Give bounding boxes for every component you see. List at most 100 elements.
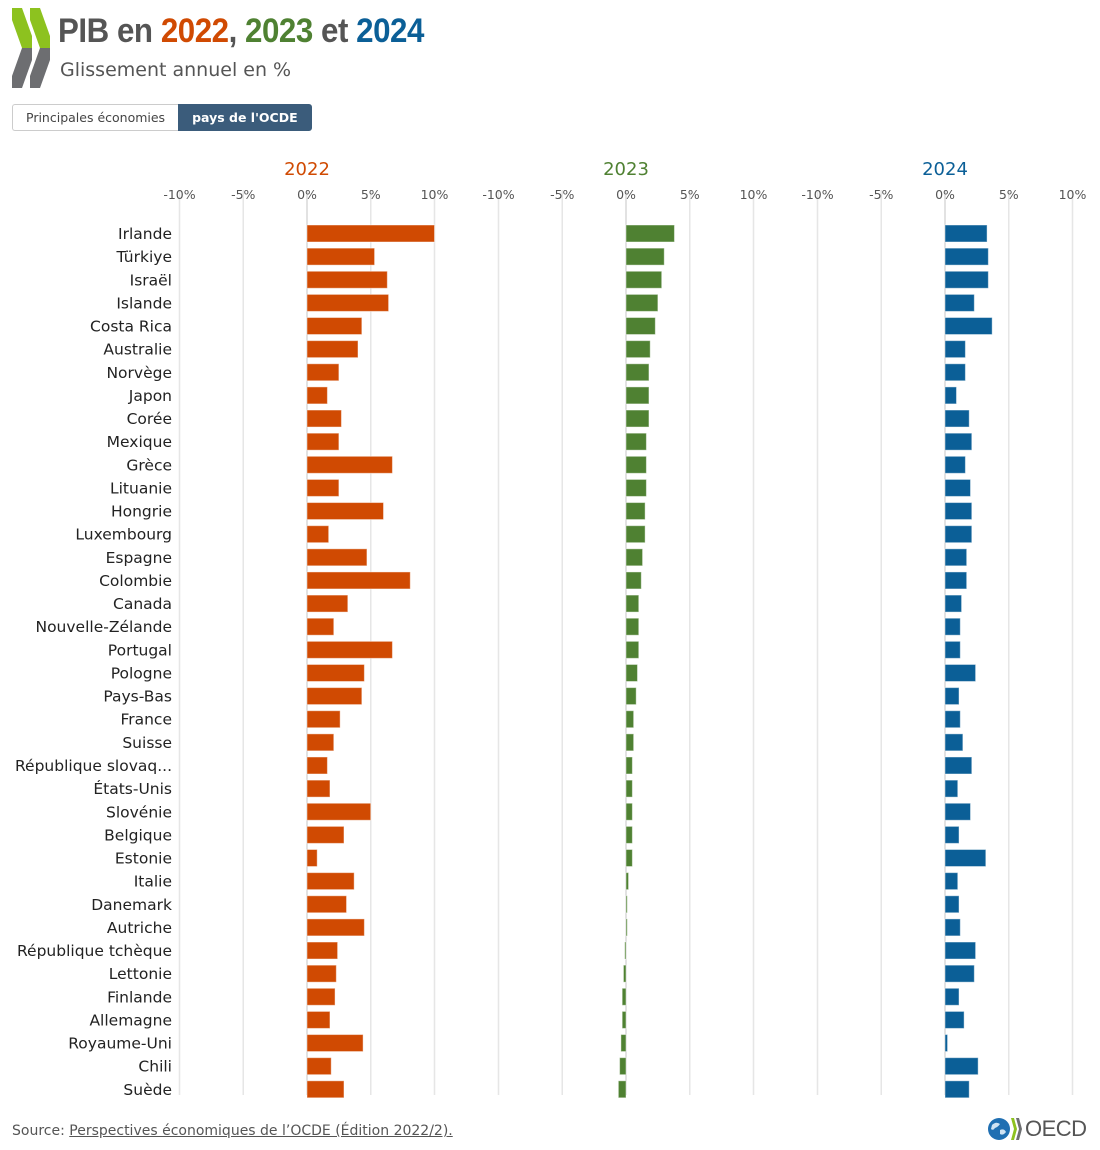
bar-2024: [944, 1034, 949, 1053]
oecd-logo-text: OECD: [1025, 1116, 1087, 1141]
bar-2022: [306, 409, 342, 428]
panel-2022: 2022 -10% -5% 0% 5% 10%: [163, 159, 449, 1099]
x-tick-label: 10%: [1059, 187, 1087, 202]
category-label: Slovénie: [106, 803, 172, 821]
globe-icon: [988, 1118, 1010, 1140]
category-label: Pays-Bas: [103, 688, 172, 706]
source-label: Source:: [12, 1123, 65, 1139]
bar-2022: [306, 918, 365, 937]
bar-2023: [625, 710, 635, 729]
bar-2023: [625, 247, 665, 266]
bar-2024: [944, 779, 959, 798]
bar-2022: [306, 779, 331, 798]
x-tick-label: -10%: [801, 187, 833, 202]
bar-2024: [944, 525, 973, 544]
bar-2022: [306, 964, 337, 983]
category-label: Irlande: [118, 225, 172, 243]
category-label: Costa Rica: [90, 318, 172, 336]
bar-2023: [624, 941, 627, 960]
bar-2024: [944, 386, 957, 405]
x-tick-label: 5%: [361, 187, 381, 202]
category-label: Australie: [103, 341, 172, 359]
bar-2022: [306, 687, 363, 706]
bar-2022: [306, 640, 393, 659]
bar-2023: [625, 270, 663, 289]
bar-2024: [944, 363, 966, 382]
bar-2022: [306, 733, 335, 752]
bar-2023: [625, 455, 647, 474]
category-label: Colombie: [99, 572, 172, 590]
bar-2023: [625, 548, 644, 567]
category-label: Canada: [113, 595, 172, 613]
bar-2022: [306, 1010, 331, 1029]
bar-2023: [625, 386, 650, 405]
source-footer: Source: Perspectives économiques de l’OC…: [12, 1123, 453, 1139]
bar-2024: [944, 455, 966, 474]
bar-2023: [619, 1057, 627, 1076]
bar-2022: [306, 710, 341, 729]
bar-2022: [306, 502, 384, 521]
bar-2023: [625, 687, 637, 706]
category-label: Corée: [127, 410, 172, 428]
bar-2023: [625, 478, 647, 497]
toggle-principales-economies[interactable]: Principales économies: [12, 104, 179, 131]
category-label: Portugal: [108, 641, 172, 659]
bar-2023: [625, 293, 659, 312]
bar-2024: [944, 918, 961, 937]
subtitle: Glissement annuel en %: [60, 59, 292, 81]
category-label: Espagne: [106, 549, 172, 567]
panel-title-2022: 2022: [284, 159, 330, 180]
bar-2024: [944, 340, 966, 359]
bar-2022: [306, 849, 318, 868]
bar-2024: [944, 710, 961, 729]
category-label: Lituanie: [110, 479, 172, 497]
category-label: Islande: [116, 294, 172, 312]
category-label: Mexique: [107, 433, 172, 451]
source-link[interactable]: Perspectives économiques de l’OCDE (Édit…: [69, 1123, 453, 1139]
panel-2023: 2023 -10% -5% 0% 5% 10%: [482, 159, 768, 1099]
bar-2023: [625, 617, 640, 636]
bar-2023: [625, 571, 642, 590]
category-label: Royaume-Uni: [68, 1035, 172, 1053]
category-label: France: [120, 711, 172, 729]
x-tick-label: -5%: [869, 187, 893, 202]
category-label: République tchèque: [17, 942, 172, 960]
category-label: Hongrie: [111, 503, 172, 521]
bar-2024: [944, 640, 961, 659]
bar-2022: [306, 825, 345, 844]
category-label: Nouvelle-Zélande: [35, 618, 172, 636]
bar-2024: [944, 617, 961, 636]
bar-2024: [944, 756, 973, 775]
bar-2024: [944, 987, 960, 1006]
bar-2022: [306, 1080, 345, 1099]
bar-2023: [625, 895, 628, 914]
bar-2024: [944, 849, 987, 868]
bar-2022: [306, 293, 390, 312]
bar-2023: [625, 640, 640, 659]
bar-2023: [625, 409, 650, 428]
title-year-2024: 2024: [356, 12, 424, 50]
bar-2023: [621, 1010, 627, 1029]
category-label: Estonie: [115, 850, 172, 868]
bar-2024: [944, 872, 959, 891]
category-label: Japon: [128, 387, 172, 405]
bar-2022: [306, 1057, 332, 1076]
category-label: Finlande: [107, 988, 172, 1006]
bar-2023: [625, 525, 646, 544]
bar-2024: [944, 293, 975, 312]
bar-2022: [306, 363, 340, 382]
bar-2024: [944, 1010, 965, 1029]
bar-2023: [625, 733, 635, 752]
gdp-bar-chart: Irlande Türkiye Israël Islande Costa Rica Aus…: [15, 159, 1087, 1099]
category-label: Suisse: [122, 734, 172, 752]
bar-2024: [944, 432, 973, 451]
x-tick-label: 10%: [421, 187, 449, 202]
bar-2024: [944, 825, 960, 844]
bar-2022: [306, 270, 388, 289]
bar-2023: [625, 224, 675, 243]
toggle-pays-ocde[interactable]: pays de l'OCDE: [178, 104, 312, 131]
panel-2024: 2024 -10% -5% 0% 5% 10%: [801, 159, 1087, 1099]
bar-2022: [306, 594, 349, 613]
category-label: Norvège: [106, 364, 172, 382]
category-label: Türkiye: [115, 248, 172, 266]
